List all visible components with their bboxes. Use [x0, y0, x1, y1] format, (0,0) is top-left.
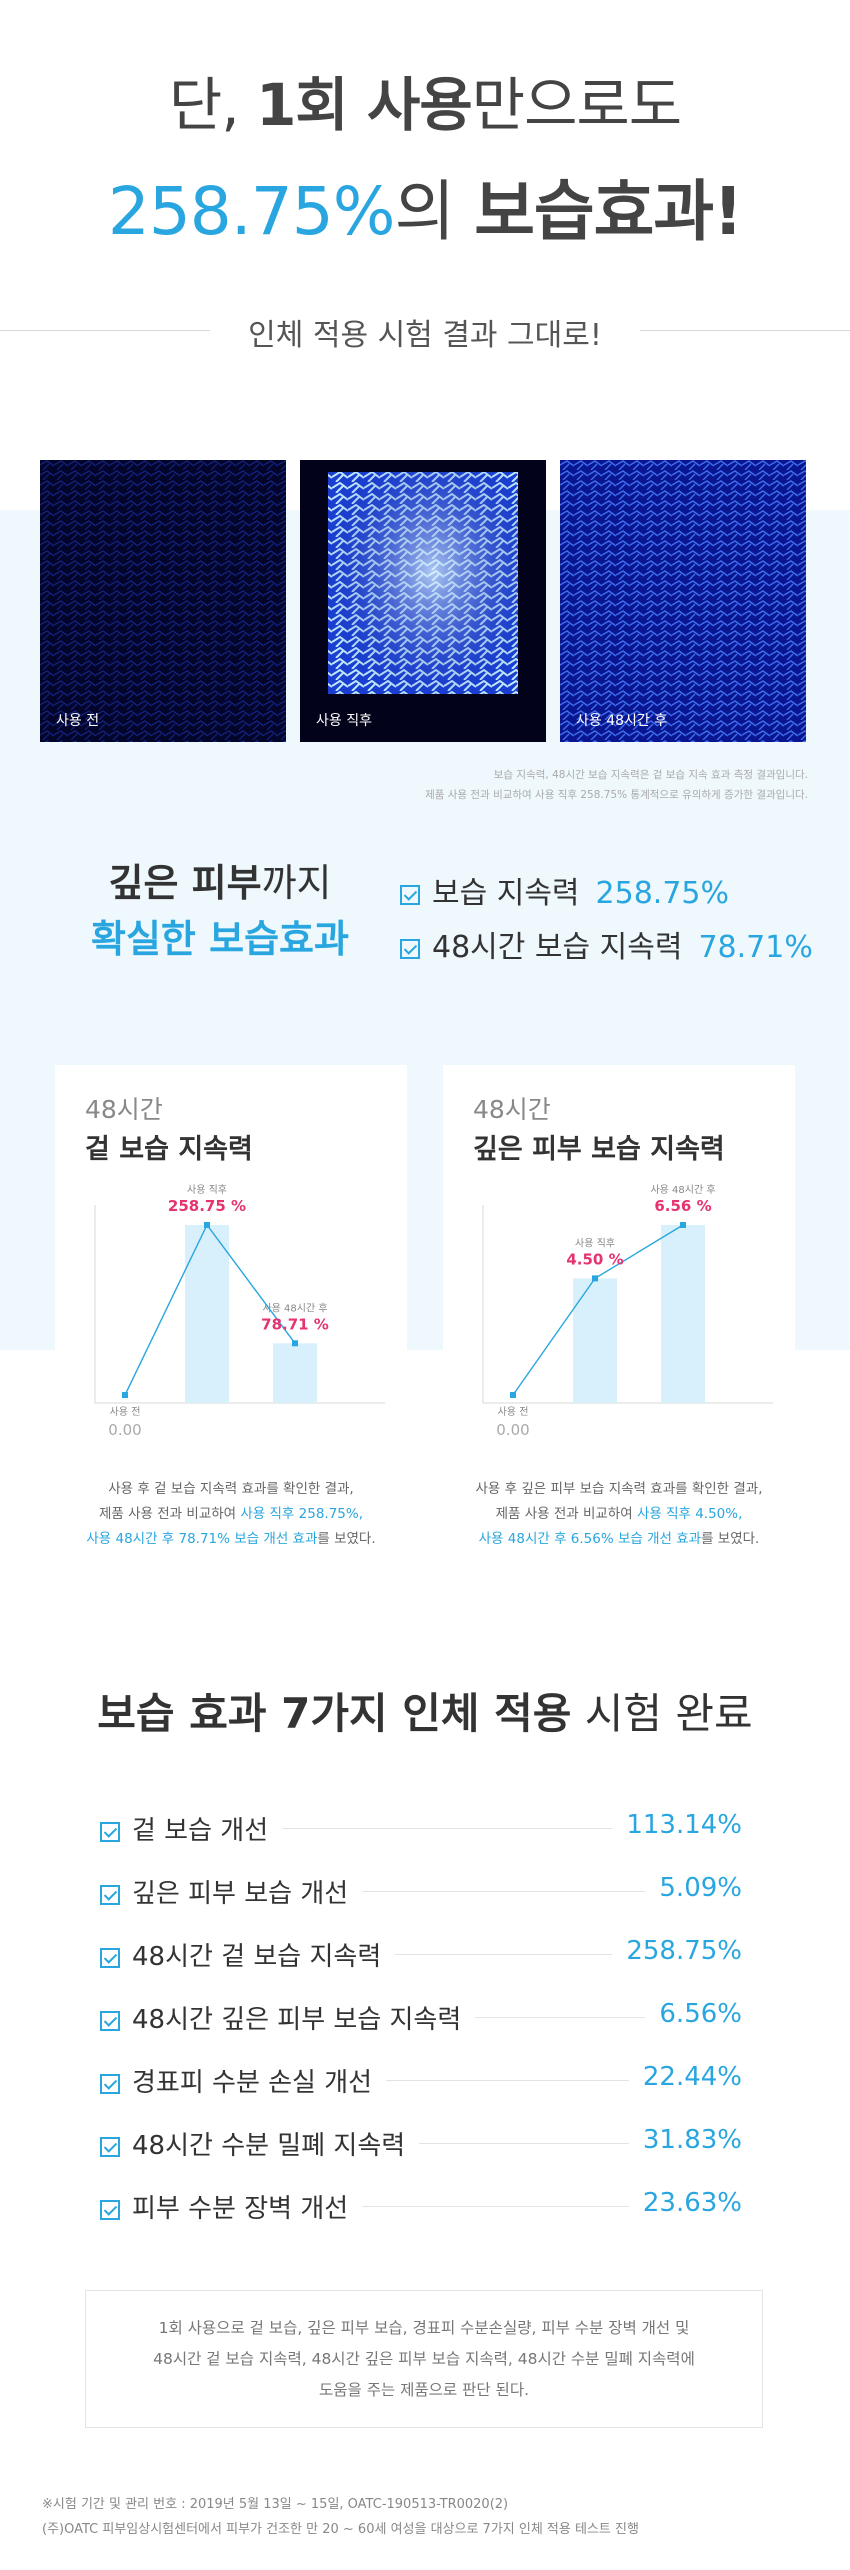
photo-note-1: 보습 지속력, 48시간 보습 지속력은 겉 보습 지속 효과 측정 결과입니다…: [493, 769, 808, 781]
data-point: [680, 1222, 686, 1228]
chart-card-surface: 48시간 겉 보습 지속력 사용 전 0.00 사용 직후 258.75 % 사용 48…: [55, 1065, 407, 1560]
card-description: 사용 후 깊은 피부 보습 지속력 효과를 확인한 결과, 제품 사용 전과 비…: [475, 1481, 763, 1547]
result-row: 48시간 수분 밀폐 지속력 31.83%: [100, 2123, 742, 2163]
summary-box: 1회 사용으로 겉 보습, 깊은 피부 보습, 경표피 수분손실량, 피부 수분…: [85, 2290, 763, 2428]
data-label: 0.00: [496, 1421, 529, 1439]
result-row: 경표피 수분 손실 개선 22.44%: [100, 2060, 742, 2100]
data-point: [510, 1392, 516, 1398]
bar: [573, 1278, 617, 1403]
row-divider: [100, 1954, 742, 1955]
result-value: 6.56%: [645, 1999, 742, 2029]
data-label: 6.56 %: [654, 1197, 711, 1215]
chart-deep-moisture: 사용 전 0.00 사용 직후4.50 % 사용 48시간 후6.56 %: [482, 1184, 773, 1439]
result-value: 113.14%: [612, 1810, 742, 1840]
row-divider: [100, 1891, 742, 1892]
row-divider: [100, 2143, 742, 2144]
headline-line1: 단, 1회 사용만으로도: [168, 71, 682, 139]
deep-bullet-1: 보습 지속력 258.75%: [400, 868, 729, 912]
result-row: 깊은 피부 보습 개선 5.09%: [100, 1871, 742, 1911]
deep-skin-heading: 깊은 피부까지 확실한 보습효과: [91, 861, 349, 961]
result-label: 48시간 수분 밀폐 지속력: [100, 2125, 420, 2162]
subtitle: 인체 적용 시험 결과 그대로!: [224, 318, 626, 353]
point-label: 사용 직후: [575, 1237, 615, 1249]
result-row: 48시간 겉 보습 지속력 258.75%: [100, 1934, 742, 1974]
point-label: 사용 전: [110, 1406, 141, 1418]
checkbox-icon: [400, 884, 420, 905]
photo-label-after: 사용 직후: [316, 713, 372, 729]
data-point: [292, 1340, 298, 1347]
data-point: [204, 1222, 210, 1228]
data-label: 4.50 %: [566, 1250, 623, 1268]
data-label: 0.00: [108, 1421, 141, 1439]
footnote-2: (주)OATC 피부임상시험센터에서 피부가 건조한 만 20 ~ 60세 여성…: [42, 2522, 639, 2537]
result-label: 깊은 피부 보습 개선: [100, 1873, 363, 1910]
checkbox-icon: [100, 2199, 120, 2220]
point-label: 사용 직후: [187, 1184, 227, 1196]
card-subheading: 48시간: [473, 1095, 551, 1124]
subtitle-block: 인체 적용 시험 결과 그대로!: [0, 300, 850, 360]
row-divider: [100, 1828, 742, 1829]
bar: [273, 1343, 317, 1403]
section-title: 보습 효과 7가지 인체 적용 시험 완료: [97, 1689, 753, 1738]
result-row: 겉 보습 개선 113.14%: [100, 1808, 742, 1848]
chart-card-deep: 48시간 깊은 피부 보습 지속력 사용 전 0.00 사용 직후 4.50 % 사용 …: [443, 1065, 795, 1560]
footnote-1: ※시험 기간 및 관리 번호 : 2019년 5월 13일 ~ 15일, OAT…: [42, 2497, 509, 2512]
result-value: 22.44%: [628, 2062, 742, 2092]
data-label: 78.71 %: [261, 1315, 329, 1333]
headline-line2: 258.75%의 보습효과!: [107, 173, 743, 250]
checkbox-icon: [100, 2136, 120, 2157]
result-label: 겉 보습 개선: [100, 1810, 283, 1847]
photo-note-2: 제품 사용 전과 비교하여 사용 직후 258.75% 통계적으로 유의하게 증…: [425, 789, 808, 801]
checkbox-icon: [100, 2073, 120, 2094]
result-value: 31.83%: [628, 2125, 742, 2155]
checkbox-icon: [100, 1884, 120, 1905]
subtitle-divider-left: [0, 330, 210, 331]
subtitle-divider-right: [640, 330, 850, 331]
result-label: 48시간 겉 보습 지속력: [100, 1936, 396, 1973]
data-point: [122, 1392, 128, 1398]
photo-label-before: 사용 전: [56, 713, 100, 729]
result-value: 258.75%: [612, 1936, 742, 1966]
bar: [185, 1225, 229, 1403]
point-label: 사용 48시간 후: [262, 1302, 327, 1314]
result-label: 48시간 깊은 피부 보습 지속력: [100, 1999, 476, 2036]
photo-after: 사용 직후: [300, 460, 546, 742]
point-label: 사용 전: [498, 1406, 529, 1418]
checkbox-icon: [400, 938, 420, 959]
deep-bullet-2: 48시간 보습 지속력 78.71%: [400, 922, 813, 966]
card-subheading: 48시간: [85, 1095, 163, 1124]
row-divider: [100, 2206, 742, 2207]
photo-48h: 사용 48시간 후: [560, 460, 806, 742]
row-divider: [100, 2080, 742, 2081]
data-label: 258.75 %: [168, 1197, 246, 1215]
result-label: 피부 수분 장벽 개선: [100, 2188, 363, 2225]
point-label: 사용 48시간 후: [650, 1184, 715, 1196]
card-description: 사용 후 겉 보습 지속력 효과를 확인한 결과, 제품 사용 전과 비교하여 …: [86, 1481, 376, 1547]
checkbox-icon: [100, 2010, 120, 2031]
data-point: [592, 1275, 598, 1282]
checkbox-icon: [100, 1947, 120, 1968]
result-row: 피부 수분 장벽 개선 23.63%: [100, 2186, 742, 2226]
bar: [661, 1225, 705, 1403]
card-heading: 겉 보습 지속력: [85, 1134, 253, 1165]
photo-label-48h: 사용 48시간 후: [576, 713, 668, 729]
checkbox-icon: [100, 1821, 120, 1842]
result-value: 23.63%: [628, 2188, 742, 2218]
result-label: 경표피 수분 손실 개선: [100, 2062, 387, 2099]
card-heading: 깊은 피부 보습 지속력: [473, 1134, 725, 1165]
result-value: 5.09%: [645, 1873, 742, 1903]
photo-before: 사용 전: [40, 460, 286, 742]
result-row: 48시간 깊은 피부 보습 지속력 6.56%: [100, 1997, 742, 2037]
